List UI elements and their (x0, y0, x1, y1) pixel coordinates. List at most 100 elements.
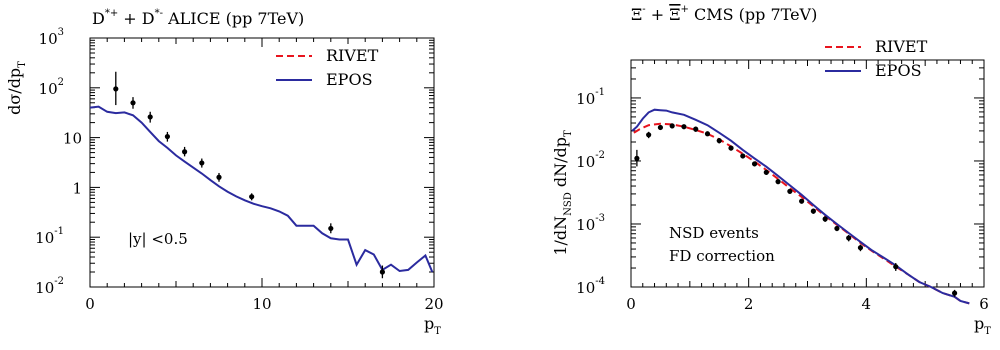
y-tick-base: 10 (576, 279, 595, 297)
y-tick-label: 102 (39, 77, 64, 98)
data-point (822, 216, 828, 222)
title-sup: *- (155, 8, 163, 19)
x-tick-label: 2 (744, 295, 754, 313)
y-tick-label: 10-2 (35, 276, 64, 297)
x-tick-label: 0 (626, 295, 636, 313)
title-sup: - (642, 4, 645, 15)
y-axis-label: dσ/dpT (5, 61, 28, 115)
y-tick-base: 10 (576, 216, 595, 234)
annotation-line: FD correction (669, 247, 775, 265)
y-tick-base: 10 (35, 279, 54, 297)
x-tick-label: 10 (252, 295, 271, 313)
data-point (716, 138, 722, 144)
y-tick-base: 10 (576, 153, 595, 171)
y-tick-label: 1 (72, 179, 82, 197)
title-part: Ξ (669, 5, 680, 24)
chart-title: D*+ + D*- ALICE (pp 7TeV) (92, 8, 304, 28)
data-point (893, 264, 899, 270)
y-tick-exponent: -3 (595, 213, 605, 224)
title-sup: + (681, 4, 689, 15)
data-point (951, 290, 958, 296)
data-point (657, 124, 664, 131)
data-point (704, 131, 711, 137)
data-point (646, 132, 652, 138)
series-line-epos (631, 108, 970, 305)
y-tick-base: 10 (35, 229, 54, 247)
title-part: ALICE (pp 7TeV) (163, 9, 304, 28)
y-tick-exponent: -4 (595, 276, 605, 287)
data-point (681, 124, 687, 130)
legend-label-epos: EPOS (875, 61, 922, 80)
y-tick-exponent: 3 (58, 27, 64, 38)
annotation-line: NSD events (669, 224, 759, 242)
y-tick-base: 10 (39, 80, 58, 98)
y-tick-exponent: -2 (54, 276, 64, 287)
data-point (328, 225, 334, 232)
data-point (728, 145, 734, 151)
axis-label-main: p (424, 314, 434, 333)
x-axis-label: pT (974, 314, 991, 337)
y-tick-exponent: -1 (595, 87, 605, 98)
data-point (249, 194, 255, 200)
axis-label-main: dσ/dp (5, 68, 24, 115)
y-tick-label: 10-3 (576, 213, 605, 234)
x-tick-label: 0 (85, 295, 95, 313)
title-part: + D (118, 9, 154, 28)
annotation-rapidity: |y| <0.5 (128, 230, 188, 248)
data-point (775, 179, 781, 185)
y-tick-exponent: -1 (54, 226, 64, 237)
x-tick-label: 4 (862, 295, 872, 313)
data-point (799, 198, 805, 204)
title-part: D (92, 9, 105, 28)
data-point (810, 208, 816, 214)
plot-frame (89, 37, 435, 288)
data-point (199, 160, 205, 166)
y-tick-base: 10 (63, 130, 82, 148)
title-part: Ξ (631, 5, 642, 24)
y-tick-base: 10 (576, 90, 595, 108)
data-point (740, 153, 746, 159)
series-line-epos (89, 105, 434, 273)
data-point (130, 100, 136, 106)
axis-label-main: p (974, 314, 984, 333)
y-tick-label: 10-4 (576, 276, 605, 297)
data-point (669, 123, 675, 129)
data-point (763, 169, 769, 175)
data-point (182, 149, 188, 155)
axis-label-sub: T (434, 326, 441, 337)
data-point (147, 114, 153, 120)
y-tick-label: 10-2 (576, 150, 605, 171)
y-tick-exponent: 2 (58, 77, 64, 88)
data-point (693, 126, 699, 132)
data-point (379, 269, 385, 275)
legend-label-epos: EPOS (326, 70, 373, 89)
chart-title: Ξ- + Ξ+ CMS (pp 7TeV) (631, 4, 817, 24)
y-axis-label: 1/dNNSD dN/dpT (551, 130, 574, 256)
y-tick-label: 10 (63, 130, 82, 148)
data-point (857, 245, 864, 251)
data-point (216, 174, 222, 180)
axis-label-sub: NSD (563, 192, 574, 216)
data-point (164, 133, 170, 140)
y-tick-label: 10-1 (35, 226, 64, 247)
y-tick-label: 10-1 (576, 87, 605, 108)
axis-label-sub: T (563, 130, 574, 137)
y-tick-label: 103 (39, 27, 64, 48)
y-tick-base: 10 (39, 30, 58, 48)
legend-label-rivet: RIVET (875, 37, 928, 56)
data-point (787, 188, 793, 194)
data-point (113, 86, 119, 92)
x-tick-label: 20 (424, 295, 443, 313)
series-line-rivet (633, 122, 970, 305)
legend-label-rivet: RIVET (326, 46, 379, 65)
y-tick-base: 1 (72, 179, 82, 197)
title-sup: *+ (105, 8, 118, 19)
data-point (751, 161, 758, 167)
axis-label-sub: T (17, 61, 28, 68)
axis-label-main: dN/dp (551, 137, 570, 192)
y-tick-exponent: -2 (595, 150, 605, 161)
axis-label-main: 1/dN (551, 216, 570, 256)
